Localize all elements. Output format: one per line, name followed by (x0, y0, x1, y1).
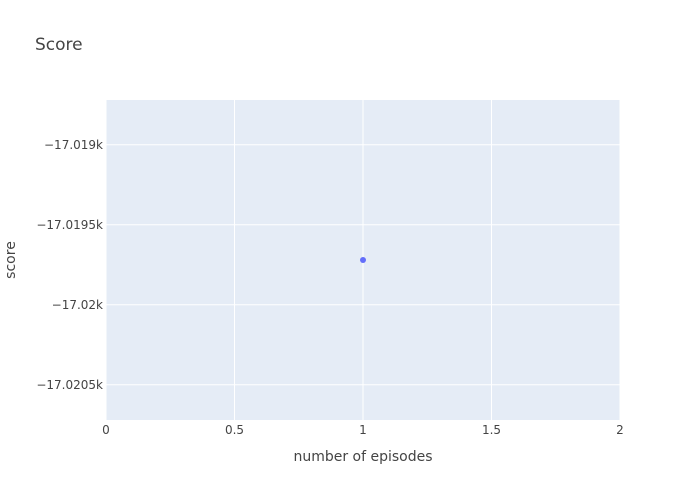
x-axis-ticks: 0 0.5 1 1.5 2 (102, 423, 624, 437)
y-axis-title: score (3, 241, 19, 279)
y-tick-label: −17.0195k (36, 218, 103, 232)
x-tick-label: 2 (616, 423, 624, 437)
y-axis-ticks: −17.019k −17.0195k −17.02k −17.0205k (36, 138, 103, 392)
x-tick-label: 0.5 (225, 423, 244, 437)
data-point[interactable] (360, 257, 366, 263)
y-tick-label: −17.0205k (36, 378, 103, 392)
data-points (360, 257, 366, 263)
chart-title: Score (35, 35, 83, 55)
y-tick-label: −17.02k (52, 298, 103, 312)
x-axis-title: number of episodes (293, 449, 432, 465)
x-tick-label: 1 (359, 423, 367, 437)
x-tick-label: 0 (102, 423, 110, 437)
x-tick-label: 1.5 (482, 423, 501, 437)
y-tick-label: −17.019k (44, 138, 103, 152)
